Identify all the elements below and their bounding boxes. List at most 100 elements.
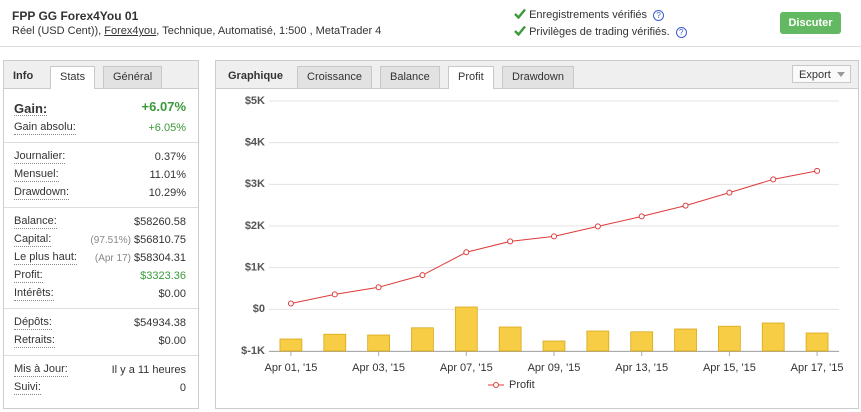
x-tick-label: Apr 03, '15 (352, 362, 405, 374)
stats-row: Gain: +6.07% (4, 98, 198, 119)
tab[interactable]: Général (103, 66, 163, 88)
bar (279, 338, 303, 352)
stat-value-wrap: 11.01% (150, 166, 187, 184)
stat-value: 0 (179, 382, 186, 394)
x-tick-label: Apr 15, '15 (703, 362, 756, 374)
stats-list: Gain: +6.07% Gain absolu: +6.05% Journalier:… (4, 93, 198, 402)
bar (761, 322, 785, 352)
broker-link[interactable]: Forex4you (104, 25, 157, 37)
stat-value: $58304.31 (134, 252, 186, 264)
verified-item: Enregistrements vérifiés ? (514, 8, 665, 21)
tab[interactable]: Croissance (297, 66, 373, 88)
stats-group: Balance: $58260.58 Capital: (97.51%) $56810.… (4, 208, 198, 309)
stat-value-wrap: +6.05% (148, 119, 186, 137)
y-tick-label: $-1K (241, 345, 265, 357)
right-panel: Graphique Export Croissance Balance Profit… (215, 60, 859, 409)
point (638, 213, 645, 220)
point (726, 189, 733, 196)
discuss-button[interactable]: Discuter (780, 12, 841, 34)
bar (411, 327, 434, 352)
tab[interactable]: Drawdown (502, 66, 574, 88)
stat-label: Drawdown: (14, 186, 70, 200)
stats-row: Gain absolu: +6.05% (4, 119, 198, 137)
stat-value: 0.37% (154, 151, 186, 163)
bar (805, 332, 829, 352)
verified-item: Privilèges de trading vérifiés. ? (514, 25, 687, 38)
x-tick-label: Apr 17, '15 (791, 362, 844, 374)
bar (454, 306, 478, 352)
legend-marker (493, 382, 499, 388)
subtitle-text: , Technique, Automatisé, 1:500 , MetaTra… (156, 25, 382, 37)
stat-value-wrap: (Apr 17) $58304.31 (95, 249, 186, 267)
stat-value-wrap: 10.29% (149, 184, 186, 202)
point (770, 176, 777, 183)
stat-value: $58260.58 (134, 216, 186, 228)
export-button[interactable]: Export (792, 65, 851, 83)
point (551, 233, 557, 240)
stats-row: Drawdown: 10.29% (4, 184, 198, 202)
header: FPP GG Forex4You 01 Réel (USD Cent)), Fo… (0, 0, 861, 47)
stats-group: Dépôts: $54934.38 Retraits: $0.00 (4, 309, 198, 356)
bar (542, 340, 566, 352)
stat-label: Intérêts: (14, 287, 54, 301)
stat-value: 10.29% (148, 187, 186, 199)
stat-value: $0.00 (158, 288, 186, 300)
stats-row: Profit: $3323.36 (4, 267, 198, 285)
stat-label: Retraits: (14, 334, 55, 348)
panel-label: Info (13, 70, 34, 82)
stat-value-wrap: $3323.36 (140, 267, 186, 285)
stat-value-wrap: 0.37% (155, 148, 186, 166)
point (287, 300, 294, 307)
stat-note: (97.51%) (90, 235, 131, 246)
y-tick-label: $3K (245, 178, 265, 190)
point (375, 284, 382, 291)
stat-value-wrap: (97.51%) $56810.75 (90, 231, 186, 249)
check-icon (514, 25, 526, 37)
tab[interactable]: Stats (50, 66, 96, 89)
y-tick-label: $0 (253, 303, 265, 315)
y-tick-label: $5K (245, 95, 265, 107)
point (419, 272, 426, 279)
stats-group: Gain: +6.07% Gain absolu: +6.05% (4, 93, 198, 143)
stats-row: Le plus haut: (Apr 17) $58304.31 (4, 249, 198, 267)
bar (498, 326, 522, 352)
stats-row: Suivi: 0 (4, 379, 198, 397)
stat-label: Mis à Jour: (14, 363, 68, 377)
x-tick-label: Apr 09, '15 (528, 362, 581, 374)
point (594, 223, 601, 230)
point (507, 238, 514, 245)
stat-label: Journalier: (14, 150, 66, 164)
point (682, 202, 689, 209)
stat-label: Gain: (14, 100, 48, 116)
bar (718, 325, 741, 352)
stat-value-wrap: $0.00 (158, 332, 186, 350)
stat-value-wrap: Il y a 11 heures (112, 361, 186, 379)
left-panel: Info Stats Général Gain: +6.07% Gain absolu… (3, 60, 199, 409)
stat-label: Dépôts: (14, 316, 52, 330)
help-icon[interactable]: ? (653, 10, 665, 21)
tab[interactable]: Profit (448, 66, 494, 89)
stats-row: Mensuel: 11.01% (4, 166, 198, 184)
verified-text: Enregistrements vérifiés (529, 9, 648, 21)
panel-label: Graphique (228, 70, 284, 82)
x-tick-label: Apr 07, '15 (440, 362, 493, 374)
tab-bar: Info (4, 61, 198, 89)
tab[interactable]: Balance (380, 66, 440, 88)
stat-value-wrap: +6.07% (142, 98, 186, 119)
stat-value: $56810.75 (134, 234, 186, 246)
stats-row: Journalier: 0.37% (4, 148, 198, 166)
y-tick-label: $2K (245, 220, 265, 232)
bar (323, 333, 347, 352)
export-label: Export (799, 69, 831, 81)
stats-group: Journalier: 0.37% Mensuel: 11.01% Drawdown: 1… (4, 143, 198, 208)
account-subtitle: Réel (USD Cent)), Forex4you, Technique, … (12, 25, 381, 37)
stat-value-wrap: $0.00 (158, 285, 186, 303)
stat-value-wrap: 0 (180, 379, 186, 397)
stats-row: Capital: (97.51%) $56810.75 (4, 231, 198, 249)
stat-label: Gain absolu: (14, 121, 76, 135)
x-tick-label: Apr 13, '15 (615, 362, 668, 374)
point (814, 167, 821, 174)
help-icon[interactable]: ? (675, 27, 687, 38)
stat-label: Mensuel: (14, 168, 59, 182)
